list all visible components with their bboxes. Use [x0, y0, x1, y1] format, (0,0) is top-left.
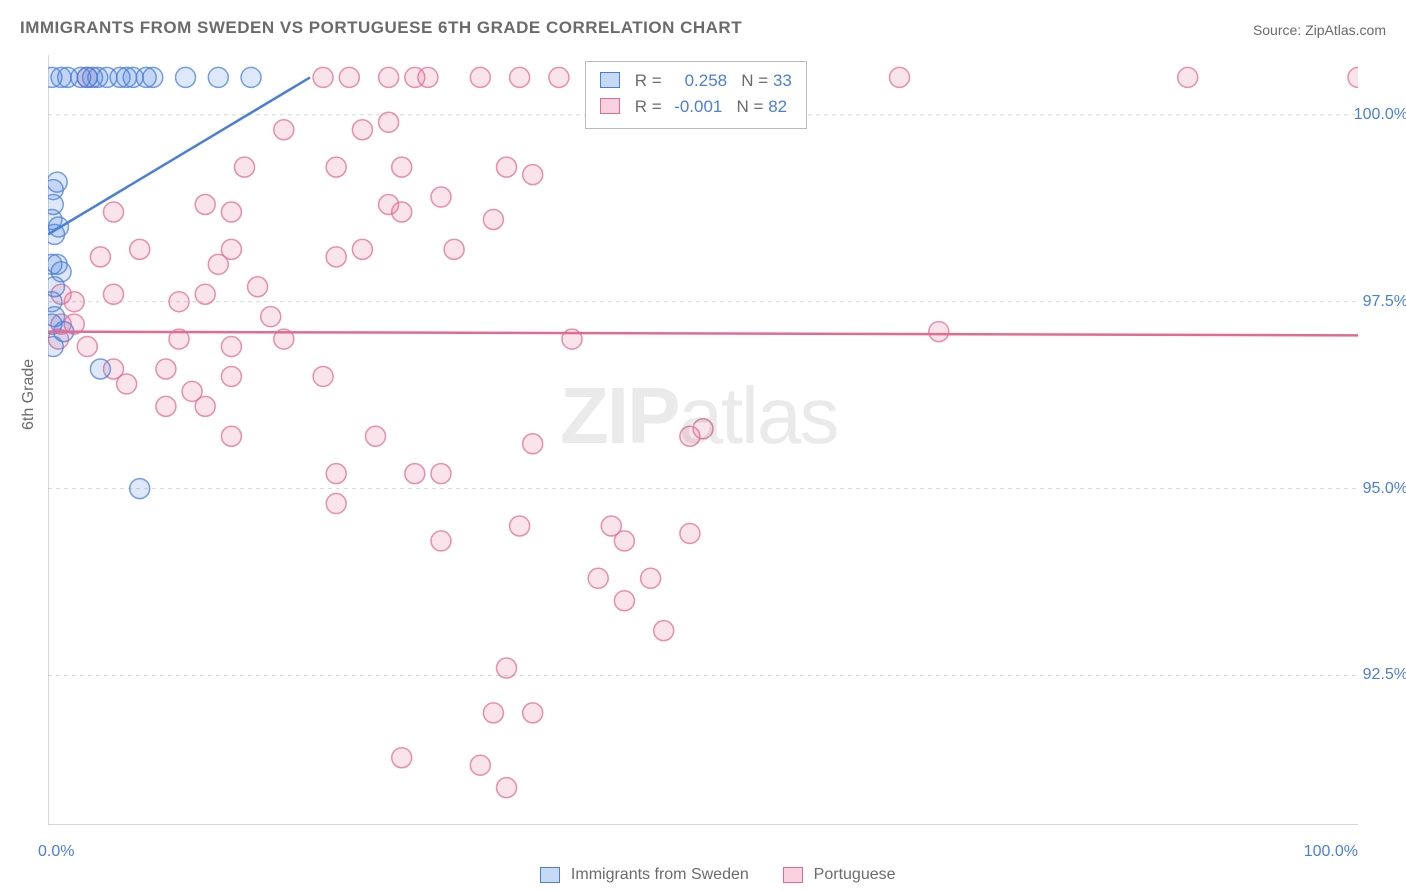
- x-tick-min: 0.0%: [38, 843, 74, 861]
- legend-swatch-sweden: [540, 867, 560, 883]
- legend-label-portuguese: Portuguese: [814, 866, 896, 883]
- y-tick-label: 100.0%: [1354, 106, 1406, 124]
- bottom-legend: Immigrants from Sweden Portuguese: [0, 866, 1406, 884]
- stats-row-portuguese: R = -0.001 N = 82: [600, 94, 792, 120]
- n-value-sweden: 33: [773, 68, 792, 94]
- r-value-portuguese: -0.001: [666, 94, 722, 120]
- scatter-plot: [48, 55, 1358, 825]
- stats-row-sweden: R = 0.258 N = 33: [600, 68, 792, 94]
- chart-area: 92.5%95.0%97.5%100.0% 0.0% 100.0%: [48, 55, 1358, 825]
- y-tick-label: 97.5%: [1363, 293, 1406, 311]
- n-value-portuguese: 82: [768, 94, 787, 120]
- y-tick-label: 95.0%: [1363, 480, 1406, 498]
- r-value-sweden: 0.258: [671, 68, 727, 94]
- y-tick-label: 92.5%: [1363, 666, 1406, 684]
- chart-title: IMMIGRANTS FROM SWEDEN VS PORTUGUESE 6TH…: [20, 18, 742, 38]
- y-axis-label: 6th Grade: [20, 359, 38, 430]
- stats-legend: R = 0.258 N = 33 R = -0.001 N = 82: [585, 61, 807, 129]
- source-label: Source: ZipAtlas.com: [1253, 22, 1386, 38]
- legend-swatch-portuguese: [783, 867, 803, 883]
- swatch-portuguese: [600, 98, 620, 114]
- x-tick-max: 100.0%: [1304, 843, 1358, 861]
- legend-label-sweden: Immigrants from Sweden: [571, 866, 749, 883]
- swatch-sweden: [600, 72, 620, 88]
